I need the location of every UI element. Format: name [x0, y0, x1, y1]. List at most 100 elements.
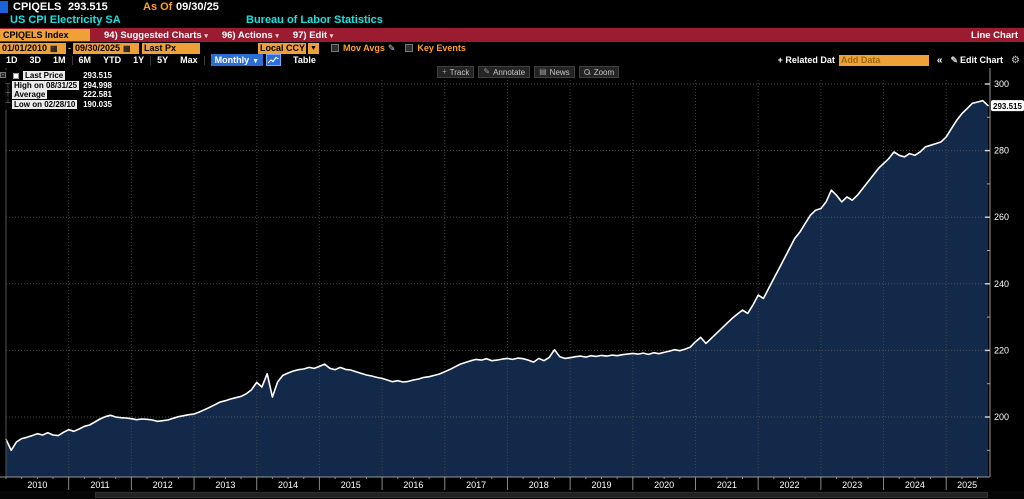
horizontal-scrollbar[interactable] — [0, 491, 1024, 499]
chart-area[interactable]: 200 220 240 260 280 300 2010 2011 2012 2013 2014 20… — [0, 66, 1024, 499]
news-button[interactable]: ▤ News — [534, 66, 575, 78]
menu-suggested-charts[interactable]: 94) Suggested Charts ▾ — [104, 29, 208, 41]
svg-text:2011: 2011 — [90, 480, 109, 490]
date-range-separator: - — [68, 43, 71, 53]
legend-value: 294.998 — [83, 80, 112, 90]
legend-row-average[interactable]: ┼ Average 222.581 — [1, 90, 112, 100]
svg-text:2022: 2022 — [779, 480, 799, 490]
chart-legend[interactable]: - Last Price 293.515 ┬ High on 08/31/25 … — [0, 70, 114, 110]
range-tab-6m[interactable]: 6M — [78, 55, 92, 65]
chart-type-button[interactable] — [266, 54, 282, 66]
news-icon: ▤ — [539, 67, 547, 76]
divider — [150, 55, 152, 65]
chevron-down-icon: ▾ — [204, 32, 208, 40]
series-swatch-icon — [13, 73, 19, 79]
legend-collapse-toggle[interactable]: - — [0, 72, 6, 78]
range-tab-1d[interactable]: 1D — [6, 55, 18, 65]
svg-text:2013: 2013 — [215, 480, 235, 490]
legend-value: 190.035 — [83, 99, 112, 109]
legend-row-low[interactable]: ┴ Low on 02/28/10 190.035 — [1, 100, 112, 110]
range-tab-max[interactable]: Max — [180, 55, 198, 65]
range-tab-3d[interactable]: 3D — [29, 55, 42, 65]
svg-text:2018: 2018 — [529, 480, 549, 490]
chart-tools: + Track ✎ Annotate ▤ News Zoom — [437, 66, 620, 78]
data-source: Bureau of Labor Statistics — [246, 14, 383, 26]
legend-value: 222.581 — [83, 90, 112, 100]
zoom-button[interactable]: Zoom — [578, 66, 620, 78]
currency-select[interactable]: Local CCY — [258, 42, 306, 54]
range-tab-ytd[interactable]: YTD — [103, 55, 122, 65]
range-tab-5y[interactable]: 5Y — [157, 55, 169, 65]
svg-text:2014: 2014 — [278, 480, 298, 490]
svg-text:2023: 2023 — [842, 480, 862, 490]
legend-label: Average — [12, 90, 48, 100]
ticker-symbol: CPIQELS — [13, 1, 62, 13]
price-field-select[interactable]: Last Px — [142, 42, 200, 54]
as-of-label: As Of — [143, 1, 173, 13]
key-events-label[interactable]: Key Events — [417, 43, 466, 53]
menu-actions[interactable]: 96) Actions ▾ — [221, 29, 279, 41]
pencil-icon: ✎ — [950, 54, 959, 65]
svg-text:240: 240 — [994, 279, 1009, 289]
average-marker-icon: ┼ — [5, 90, 11, 97]
collapse-panel-icon[interactable]: « — [936, 54, 943, 66]
add-data-input[interactable] — [838, 54, 929, 66]
svg-text:200: 200 — [994, 412, 1009, 422]
menu-edit[interactable]: 97) Edit ▾ — [292, 29, 334, 41]
calendar-icon[interactable]: ▦ — [50, 43, 58, 53]
legend-label: Last Price — [23, 71, 66, 81]
range-tab-1y[interactable]: 1Y — [133, 55, 145, 65]
legend-label: Low on 02/28/10 — [12, 99, 78, 109]
price-chart[interactable]: 200 220 240 260 280 300 2010 2011 2012 2013 2014 20… — [0, 66, 1024, 499]
mov-avgs-checkbox[interactable] — [331, 44, 339, 52]
chevron-down-icon: ▾ — [275, 32, 279, 40]
security-subheader: US CPI Electricity SA Bureau of Labor St… — [0, 14, 1024, 28]
last-value: 293.515 — [68, 1, 108, 13]
gear-icon[interactable]: ⚙ — [1011, 54, 1020, 66]
line-chart-icon — [268, 56, 279, 64]
table-tab[interactable]: Table — [293, 55, 316, 65]
track-button[interactable]: + Track — [437, 66, 475, 78]
pencil-icon[interactable]: ✎ — [387, 42, 396, 53]
svg-text:300: 300 — [994, 79, 1009, 89]
svg-text:2025: 2025 — [957, 480, 977, 490]
svg-text:2017: 2017 — [466, 480, 486, 490]
legend-row-high[interactable]: ┬ High on 08/31/25 294.998 — [1, 81, 112, 91]
currency-dropdown-button[interactable]: ▼ — [308, 42, 319, 54]
panel-indicator-icon — [0, 1, 8, 13]
svg-text:2016: 2016 — [403, 480, 423, 490]
security-header: CPIQELS 293.515 As Of 09/30/25 — [0, 0, 1024, 14]
high-marker-icon: ┬ — [5, 80, 11, 88]
svg-text:2015: 2015 — [341, 480, 361, 490]
scrollbar-thumb[interactable] — [95, 492, 988, 498]
key-events-checkbox[interactable] — [405, 44, 414, 52]
security-name: US CPI Electricity SA — [10, 14, 121, 26]
svg-text:2010: 2010 — [27, 480, 47, 490]
legend-value: 293.515 — [83, 71, 112, 81]
calendar-icon[interactable]: ▦ — [123, 43, 131, 53]
date-from-field[interactable]: 01/01/2010 ▦ — [0, 42, 66, 54]
svg-text:260: 260 — [994, 212, 1009, 222]
annotate-button[interactable]: ✎ Annotate — [478, 66, 531, 78]
legend-row-last-price[interactable]: - Last Price 293.515 — [0, 71, 112, 81]
as-of-date: 09/30/25 — [176, 1, 219, 13]
date-to-field[interactable]: 09/30/2025 ▦ — [73, 42, 139, 54]
mov-avgs-label[interactable]: Mov Avgs — [343, 43, 385, 53]
legend-label: High on 08/31/25 — [12, 80, 80, 90]
chevron-down-icon: ▾ — [329, 32, 334, 40]
divider — [203, 55, 205, 65]
low-marker-icon: ┴ — [5, 99, 11, 107]
edit-chart-button[interactable]: ✎ Edit Chart — [950, 54, 1004, 65]
range-tab-1m[interactable]: 1M — [53, 55, 66, 65]
svg-text:220: 220 — [994, 345, 1009, 355]
menu-bar: CPIQELS Index 94) Suggested Charts ▾ 96)… — [0, 28, 1024, 42]
divider — [71, 55, 73, 65]
period-toolbar: 1D 3D 1M 6M YTD 1Y 5Y Max Monthly ▼ Table… — [0, 54, 1024, 66]
annotate-pencil-icon: ✎ — [483, 67, 491, 76]
magnifier-icon — [583, 68, 591, 76]
frequency-select[interactable]: Monthly ▼ — [210, 54, 264, 66]
track-cross-icon: + — [442, 67, 447, 76]
ticker-input-field[interactable]: CPIQELS Index — [0, 29, 90, 41]
svg-text:2012: 2012 — [153, 480, 173, 490]
